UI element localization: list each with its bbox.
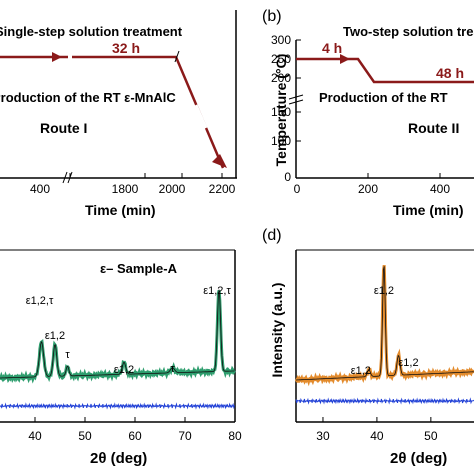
- panel-b-title: Two-step solution treatment: [343, 24, 474, 39]
- panel-c-x-ticks: 40 50 60 70 80: [28, 417, 242, 443]
- panel-d: (d) 30 40 50 2θ (deg) Intensity (a.u.) ε1,…: [262, 227, 474, 467]
- panel-b-y-tick-label: 0: [284, 170, 291, 184]
- panel-c-peak-label: ε1,2,τ: [203, 285, 231, 297]
- panel-d-peak-label: ε1,2: [398, 357, 418, 369]
- panel-a-tick-label: 2000: [159, 182, 186, 196]
- panel-b-route: Route II: [408, 120, 459, 136]
- panel-b-y-axis-break: [288, 94, 304, 105]
- panel-c-calculated-pattern: [0, 289, 235, 379]
- panel-a-tick-label: 2200: [209, 182, 236, 196]
- panel-a-arrow: [212, 154, 227, 168]
- panel-a-break-mark: [62, 171, 68, 184]
- panel-c-peak-label: τ: [170, 363, 175, 375]
- panel-a-title: Single-step solution treatment: [0, 24, 183, 39]
- panel-b-temp-line: [296, 57, 474, 84]
- panel-d-tick-label: 30: [316, 429, 330, 443]
- panel-b-y-tick-label: 250: [271, 52, 291, 66]
- panel-a-xlabel: Time (min): [85, 202, 156, 218]
- panel-c-legend: ε– Sample-A: [100, 261, 178, 276]
- panel-d-peak-label: ε1,2: [374, 285, 394, 297]
- panel-a-break-mark: [67, 171, 73, 184]
- panel-b-break-mark: [288, 94, 304, 100]
- panel-c-peak-label: τ: [65, 349, 70, 361]
- panel-a-process: Production of the RT ε-MnAlC: [0, 90, 176, 105]
- panel-a-x-ticks: 400 1800 2000 2200: [30, 173, 236, 196]
- panel-b-break-mark: [288, 99, 304, 105]
- panel-a-route: Route I: [40, 120, 87, 136]
- panel-d-calculated-pattern: [296, 266, 474, 381]
- panel-b-y-tick-label: 300: [271, 33, 291, 47]
- panel-b-xlabel: Time (min): [393, 202, 464, 218]
- panel-c-tick-label: 80: [228, 429, 242, 443]
- panel-b-y-tick-label: 200: [271, 71, 291, 85]
- panel-d-peak-labels: ε1,2 ε1,2 ε1,2: [351, 285, 419, 377]
- panel-a-tick-label: 400: [30, 182, 50, 196]
- panel-a-axis-break: [62, 171, 73, 184]
- panel-c-tick-label: 40: [28, 429, 42, 443]
- panel-b-duration-2: 48 h: [436, 65, 464, 81]
- panel-c-peak-label: ε1,2,τ: [26, 295, 54, 307]
- panel-c-peak-label: ε1,2: [114, 364, 134, 376]
- panel-b-y-tick-label: 150: [271, 105, 291, 119]
- panel-c-peak-label: ε1,2: [45, 330, 65, 342]
- panel-a-line-break: [174, 50, 180, 63]
- panel-b-tick-label: 0: [294, 182, 301, 196]
- panel-b-ylabel: Temperature (°C): [273, 54, 289, 167]
- panel-b-arrow: [340, 54, 350, 64]
- panel-a-arrow: [52, 52, 62, 62]
- panel-d-tick-label: 40: [370, 429, 384, 443]
- panel-c-tick-label: 60: [128, 429, 142, 443]
- panel-a-tick-label: 1800: [112, 182, 139, 196]
- panel-b-x-ticks: 0 200 400: [294, 173, 450, 196]
- panel-d-xlabel: 2θ (deg): [390, 450, 447, 467]
- panel-b-y-tick-label: 100: [271, 134, 291, 148]
- panel-d-difference-curve: [295, 397, 474, 405]
- panel-d-tick-label: 50: [424, 429, 438, 443]
- panel-b-process: Production of the RT: [319, 90, 448, 105]
- panel-a-line-gap: [194, 104, 208, 129]
- panel-b-duration-1: 4 h: [322, 40, 342, 56]
- panel-d-ylabel: Intensity (a.u.): [269, 283, 285, 378]
- panel-a: Single-step solution treatment 400 1800 …: [0, 10, 237, 218]
- panel-b-label: (b): [262, 8, 282, 25]
- panel-c-tick-label: 70: [178, 429, 192, 443]
- panel-d-x-ticks: 30 40 50: [316, 417, 438, 443]
- panel-c-xlabel: 2θ (deg): [90, 450, 147, 467]
- panel-a-temp-line-2: [72, 55, 225, 169]
- panel-b-tick-label: 400: [430, 182, 450, 196]
- panel-c-difference-curve: [0, 402, 235, 410]
- panel-b-tick-label: 200: [358, 182, 378, 196]
- panel-d-label: (d): [262, 227, 282, 244]
- panel-a-duration: 32 h: [112, 40, 140, 56]
- panel-c-tick-label: 50: [78, 429, 92, 443]
- panel-b: (b) Two-step solution treatment 300 250 …: [262, 8, 474, 218]
- panel-d-peak-label: ε1,2: [351, 365, 371, 377]
